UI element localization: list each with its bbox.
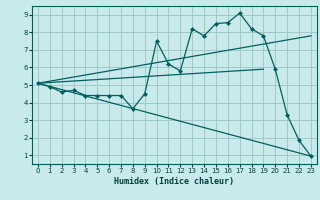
X-axis label: Humidex (Indice chaleur): Humidex (Indice chaleur) (115, 177, 234, 186)
